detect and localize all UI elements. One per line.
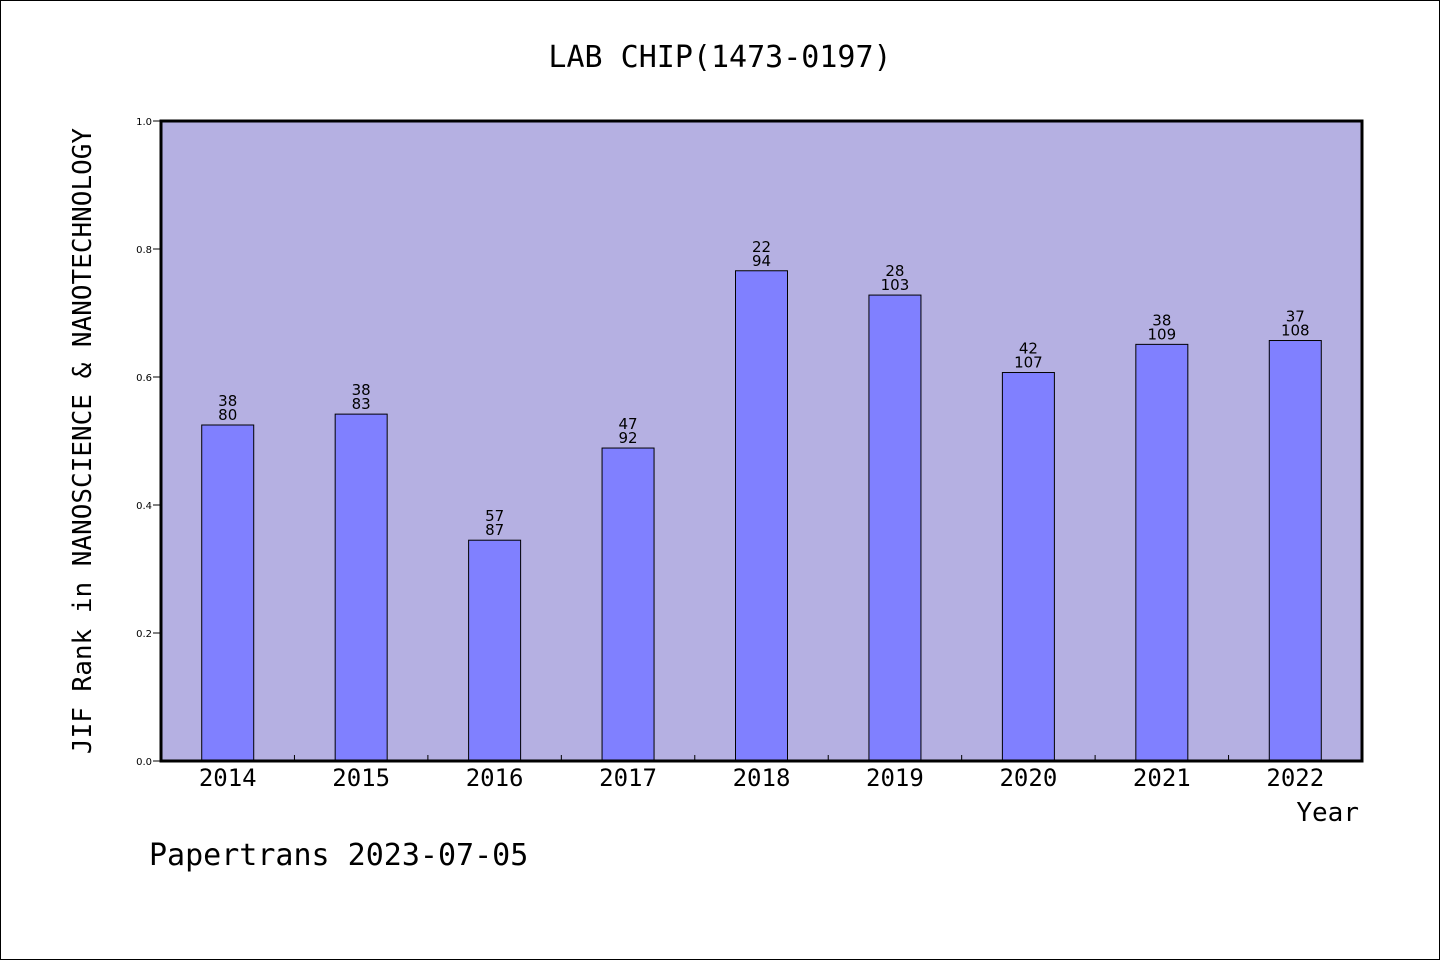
bar-total-label: 94 xyxy=(752,252,771,270)
x-tick-label: 2015 xyxy=(332,764,390,792)
bar-total-label: 83 xyxy=(352,395,371,413)
x-tick-label: 2018 xyxy=(733,764,791,792)
chart-title: LAB CHIP(1473-0197) xyxy=(548,40,891,75)
bar-total-label: 108 xyxy=(1281,322,1310,340)
x-tick-label: 2014 xyxy=(199,764,257,792)
bar-rank-label: 28 xyxy=(885,262,904,280)
bar-rank-label: 22 xyxy=(752,238,771,256)
x-tick-label: 2020 xyxy=(999,764,1057,792)
y-tick-label: 0.4 xyxy=(136,501,152,512)
bar-2017 xyxy=(601,447,655,762)
bar-total-label: 80 xyxy=(218,406,237,424)
bar-rank-label: 42 xyxy=(1019,340,1038,358)
bar-rank-label: 38 xyxy=(1152,311,1171,329)
y-tick-label: 0.8 xyxy=(136,245,152,256)
x-axis-label: Year xyxy=(1296,798,1359,828)
bar-2019 xyxy=(868,294,922,762)
y-tick-label: 0.6 xyxy=(136,373,152,384)
bar-2022 xyxy=(1268,340,1322,762)
x-tick-label: 2017 xyxy=(599,764,657,792)
bar-rank-label: 38 xyxy=(352,381,371,399)
bar-total-label: 92 xyxy=(619,429,638,447)
bar-rank-label: 57 xyxy=(485,507,504,525)
bar-2016 xyxy=(468,539,522,762)
y-tick-label: 0.0 xyxy=(136,757,152,768)
bars-group xyxy=(201,270,1322,762)
x-tick-label: 2022 xyxy=(1266,764,1324,792)
bar-2014 xyxy=(201,424,255,762)
y-axis-ticks: 0.0 0.2 0.4 0.6 0.8 1.0 xyxy=(136,117,161,768)
bar-total-label: 103 xyxy=(881,276,910,294)
bar-total-label: 107 xyxy=(1014,354,1043,372)
y-axis-label: JIF Rank in NANOSCIENCE & NANOTECHNOLOGY xyxy=(68,128,98,754)
plot-border xyxy=(159,119,1364,763)
bar-2015 xyxy=(334,413,388,762)
x-tick-label: 2016 xyxy=(466,764,524,792)
bar-2021 xyxy=(1135,343,1189,762)
x-axis-ticks: 2014 2015 2016 2017 2018 2019 2020 2021 2022 xyxy=(199,755,1324,792)
bar-total-label: 109 xyxy=(1148,325,1177,343)
x-tick-label: 2019 xyxy=(866,764,924,792)
y-tick-label: 0.2 xyxy=(136,629,152,640)
bar-2020 xyxy=(1001,372,1055,762)
bar-rank-label: 47 xyxy=(619,415,638,433)
bar-total-label: 87 xyxy=(485,521,504,539)
footer-credit: Papertrans 2023-07-05 xyxy=(149,838,528,873)
bar-rank-label: 37 xyxy=(1286,308,1305,326)
bar-2018 xyxy=(735,270,788,762)
y-tick-label: 1.0 xyxy=(136,117,152,128)
bar-rank-label: 38 xyxy=(218,392,237,410)
x-tick-label: 2021 xyxy=(1133,764,1191,792)
